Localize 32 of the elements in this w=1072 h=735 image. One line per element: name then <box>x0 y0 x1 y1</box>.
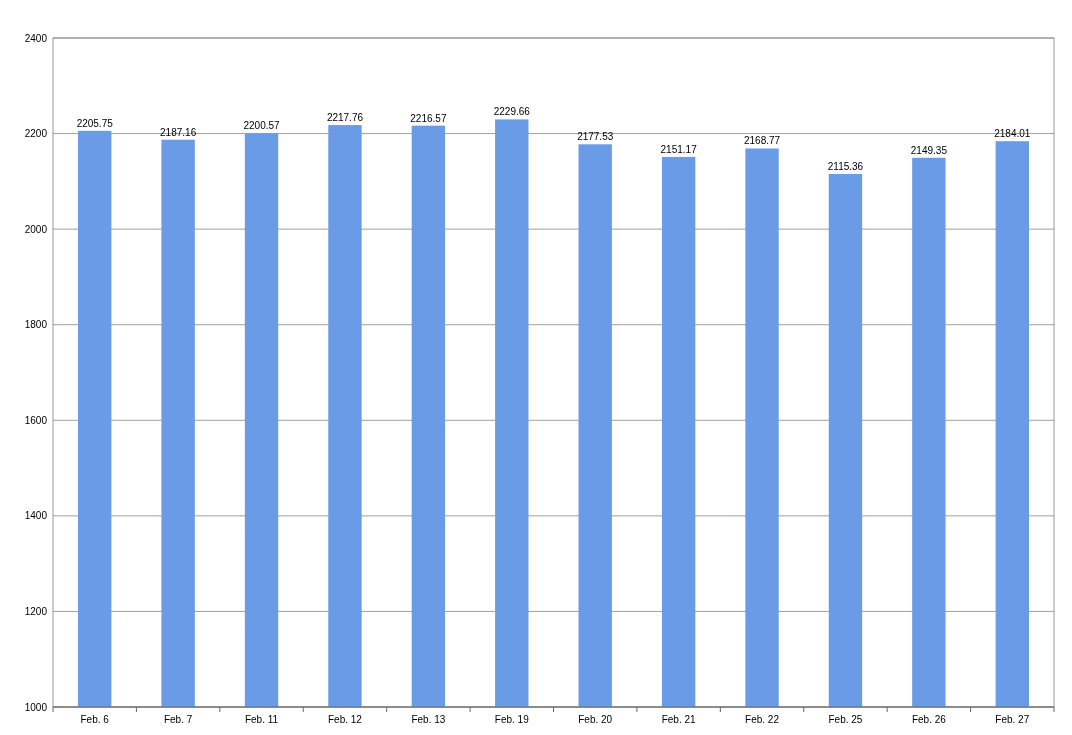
data-label: 2205.75 <box>76 117 114 129</box>
x-tick-label: Feb. 27 <box>995 714 1030 725</box>
data-label: 2200.57 <box>243 120 281 132</box>
x-tick-label: Feb. 22 <box>745 714 780 725</box>
data-label: 2151.17 <box>660 143 698 155</box>
x-tick-label: Feb. 25 <box>828 714 863 725</box>
y-tick-label: 1000 <box>24 701 48 713</box>
data-label: 2229.66 <box>493 106 531 118</box>
x-tick-label: Feb. 20 <box>578 714 613 725</box>
data-label: 2177.53 <box>577 131 614 143</box>
data-label: 2184.01 <box>994 128 1031 140</box>
y-tick-label: 1600 <box>24 414 48 426</box>
data-label: 2216.57 <box>410 112 447 124</box>
data-label: 2149.35 <box>910 144 948 156</box>
x-tick-label: Feb. 19 <box>494 714 530 725</box>
x-tick-label: Feb. 13 <box>411 714 446 725</box>
data-label: 2115.36 <box>827 161 864 173</box>
y-tick-label: 2000 <box>24 223 48 235</box>
y-tick-label: 2400 <box>24 32 48 44</box>
x-tick-label: Feb. 7 <box>163 714 193 725</box>
x-tick-label: Feb. 12 <box>328 714 363 725</box>
x-tick-label: Feb. 11 <box>244 714 279 725</box>
data-label: 2217.76 <box>326 112 364 124</box>
x-tick-label: Feb. 26 <box>911 714 947 725</box>
y-tick-label: 1400 <box>24 510 48 522</box>
x-tick-label: Feb. 21 <box>661 714 697 725</box>
y-tick-label: 1200 <box>24 605 48 617</box>
data-label: 2168.77 <box>743 135 781 147</box>
y-tick-label: 2200 <box>24 128 48 140</box>
data-label: 2187.16 <box>160 126 197 138</box>
x-tick-label: Feb. 6 <box>80 714 110 725</box>
y-tick-label: 1800 <box>24 319 48 331</box>
